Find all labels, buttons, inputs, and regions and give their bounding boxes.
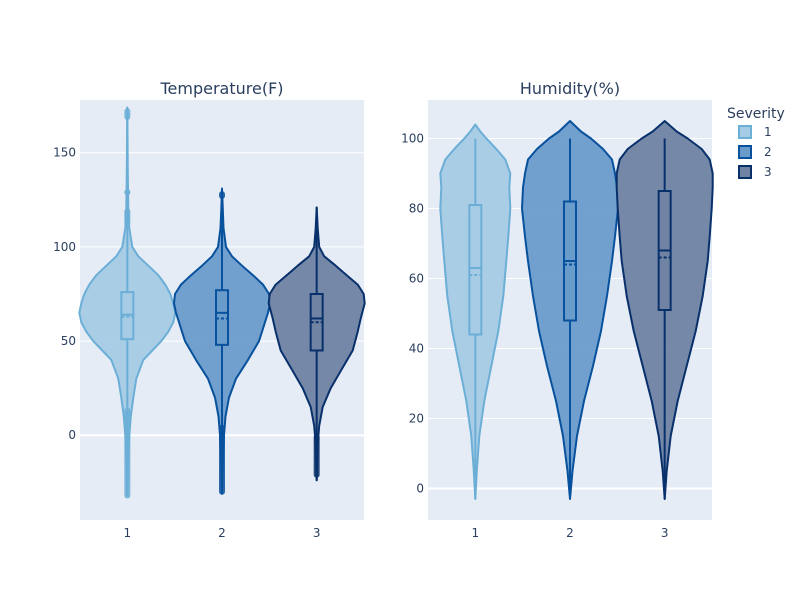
legend-label: 2 [764,145,772,159]
y-tick-label: 50 [61,334,76,348]
x-tick-label: 2 [218,526,226,540]
legend-item-3: 3 [738,165,772,179]
violin-1 [78,106,177,499]
outlier-point [124,189,131,196]
legend-label: 3 [764,165,772,179]
y-tick-label: 100 [53,240,76,254]
subplot-title: Temperature(F) [159,79,283,98]
violin-1 [439,123,512,500]
legend-swatch [738,145,752,159]
y-tick-label: 80 [409,202,424,216]
x-tick-label: 3 [661,526,669,540]
violin-3 [267,206,366,482]
y-tick-label: 40 [409,342,424,356]
subplot-2: 0 20 40 60 80 100 1 2 3 Humidity(%) [401,79,714,540]
violin-2 [521,120,619,500]
violin-2 [173,187,271,495]
legend-title: Severity [727,106,785,122]
box [468,204,483,336]
x-tick-label: 2 [566,526,574,540]
legend-item-1: 1 [738,125,772,139]
x-tick-label: 1 [124,526,132,540]
legend-item-2: 2 [738,145,772,159]
x-tick-label: 3 [313,526,321,540]
legend-swatch [738,165,752,179]
y-tick-label: 0 [416,482,424,496]
y-tick-label: 100 [401,132,424,146]
y-tick-label: 60 [409,272,424,286]
violin-3 [615,120,714,500]
y-tick-label: 20 [409,412,424,426]
y-tick-label: 0 [68,428,76,442]
y-tick-label: 150 [53,146,76,160]
subplot-title: Humidity(%) [520,79,620,98]
legend: Severity 1 2 3 [727,106,785,179]
legend-label: 1 [764,125,772,139]
x-tick-label: 1 [472,526,480,540]
legend-swatch [738,125,752,139]
subplot-1: 0 50 100 150 1 2 3 Temperature(F) [53,79,366,540]
